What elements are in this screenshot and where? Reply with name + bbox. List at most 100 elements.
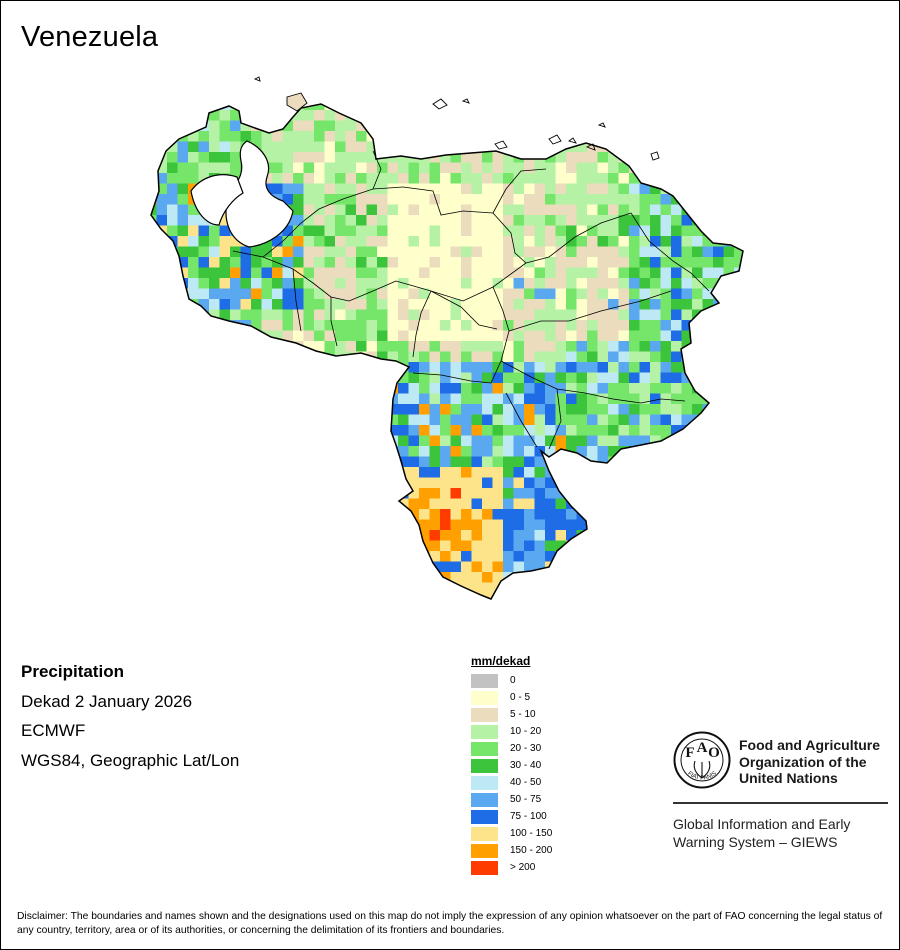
precip-cell [534,425,546,436]
precip-cell [156,131,168,142]
precip-cell [535,604,546,615]
precip-cell [650,383,661,394]
precip-cell [566,236,577,247]
precip-cell [513,141,525,153]
precip-cell [377,456,388,468]
precip-cell [671,309,682,321]
precip-cell [555,456,567,468]
precip-cell [209,393,220,405]
precip-cell [324,488,336,499]
precip-cell [240,593,252,599]
precip-cell [597,414,609,426]
precip-cell [608,561,619,573]
precip-cell [261,446,273,457]
precip-cell [492,404,504,415]
precip-cell [387,257,399,268]
precip-cell [482,404,493,415]
precip-cell [345,593,357,599]
precip-cell [660,225,672,237]
precip-cell [524,225,535,237]
precip-cell [366,446,378,457]
precip-cell [461,404,472,415]
precip-cell [576,446,588,457]
precip-cell [723,446,735,457]
precip-cell [450,288,462,300]
precip-cell [639,299,651,310]
precip-cell [156,488,168,499]
precip-cell [492,288,504,300]
precip-cell [734,572,743,583]
precip-cell [650,425,661,436]
precip-cell [461,456,472,468]
precip-cell [639,593,651,599]
precip-cell [597,582,609,594]
precip-cell [587,288,598,300]
precip-cell [419,604,430,615]
precip-cell [587,236,598,247]
precip-cell [429,519,441,531]
precip-cell [303,236,315,247]
precip-cell [702,551,714,562]
precip-cell [745,299,756,310]
precip-cell [345,414,357,426]
precip-cell [303,110,315,121]
precip-cell [304,604,315,615]
precip-cell [198,498,210,510]
precip-cell [272,110,283,121]
precip-cell [251,414,262,426]
precip-cell [681,572,693,583]
precip-cell [262,89,273,100]
precip-cell [639,267,651,279]
precip-cell [576,152,588,163]
precip-cell [576,194,588,205]
precip-cell [492,425,504,436]
precip-cell [419,309,430,321]
precip-cell [555,582,567,594]
precip-cell [387,593,399,599]
precip-cell [461,393,472,405]
state-boundaries [232,150,710,450]
precip-cell [188,131,199,142]
precip-cell [608,519,619,531]
precip-cell [566,204,577,216]
precip-cell [534,204,546,216]
precip-cell [450,236,462,247]
precip-cell [587,593,598,599]
precip-cell [324,131,336,142]
precip-cell [461,162,472,174]
precip-cell [188,530,199,541]
precip-cell [177,540,189,552]
legend-item: 75 - 100 [471,808,552,825]
precip-cell [671,246,682,258]
precip-cell [230,267,241,279]
precip-cell [629,215,640,226]
precip-cell [650,604,661,615]
precip-cell [566,477,577,489]
precip-cell [692,204,703,216]
precip-cell [671,362,682,373]
precip-cell [261,498,273,510]
precip-cell [734,393,743,405]
precip-cell [471,141,483,153]
precip-cell [713,225,724,237]
precip-cell [230,593,241,599]
precip-cell [566,425,577,436]
legend-swatch [471,707,498,722]
precip-cell [156,404,168,415]
precip-cell [157,89,168,100]
precip-cell [188,341,199,352]
precip-cell [492,540,504,552]
precip-cell [398,604,409,615]
precip-cell [555,435,567,447]
precip-cell [503,225,514,237]
precip-cell [398,120,409,132]
precip-cell [723,572,735,583]
precip-cell [293,246,304,258]
precip-cell [608,278,619,289]
precip-cell [524,299,535,310]
precip-cell [408,215,420,226]
precip-cell [272,540,283,552]
precip-cell [566,530,577,541]
precip-cell [702,152,714,163]
precip-cell [356,467,367,478]
